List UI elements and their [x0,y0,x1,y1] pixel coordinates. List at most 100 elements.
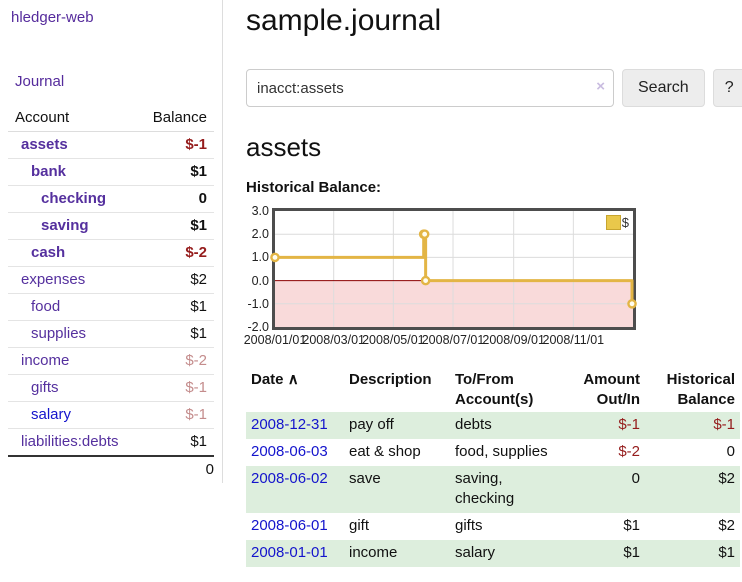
transaction-balance: $1 [718,544,735,561]
transaction-date-link[interactable]: 2008-06-02 [251,470,328,487]
y-tick-label: 1.0 [251,250,269,265]
sidebar-account-link[interactable]: salary [31,406,72,423]
search-button[interactable]: Search [622,69,705,107]
transaction-accounts: saving, checking [455,470,515,507]
help-button[interactable]: ? [712,69,742,107]
account-balance: $1 [140,158,214,186]
legend-swatch-icon [605,215,621,230]
register-header-row: Date ∧ Description To/From Account(s) Am… [246,368,740,412]
account-balance: $1 [140,212,214,240]
transaction-date-link[interactable]: 2008-12-31 [251,416,328,433]
column-header-accounts: To/From Account(s) [455,371,534,408]
transaction-amount: $-2 [618,443,640,460]
sidebar-account-link[interactable]: expenses [21,271,86,288]
transaction-description: gift [349,517,370,534]
transaction-amount: $1 [623,517,640,534]
chart-legend: $ [605,215,629,230]
register-table: Date ∧ Description To/From Account(s) Am… [246,368,740,567]
transaction-balance: 0 [726,443,735,460]
sort-asc-icon: ∧ [287,371,299,388]
account-row: saving $1 [8,212,214,240]
register-row: 2008-06-02 save saving, checking 0 $2 [246,466,740,513]
transaction-description: pay off [349,416,394,433]
account-row: supplies $1 [8,320,214,348]
transaction-date: 2008-06-01 [246,513,344,540]
account-row: cash $-2 [8,239,214,267]
accounts-header-balance: Balance [140,105,214,132]
main-content: sample.journal × Search ? assets Histori… [244,0,742,567]
account-title: assets [246,132,322,162]
chart-title: Historical Balance: [246,179,382,196]
account-balance: $-1 [140,131,214,159]
x-tick-label: 2008/03/01 [302,333,365,347]
chart-plot-area: $ [270,208,637,330]
transaction-amount: $-1 [618,416,640,433]
accounts-total-balance: 0 [140,455,214,483]
x-tick-label: 2008/09/01 [482,333,545,347]
transaction-date: 2008-06-03 [246,439,344,466]
transaction-date-link[interactable]: 2008-06-03 [251,443,328,460]
sidebar-account-link[interactable]: checking [41,190,107,207]
transaction-accounts: food, supplies [455,443,548,460]
transaction-accounts: gifts [455,517,483,534]
sidebar-account-link[interactable]: assets [21,136,68,153]
transaction-date: 2008-01-01 [246,540,344,567]
sidebar: hledger-web Journal Account Balance asse… [0,0,223,483]
register-row: 2008-12-31 pay off debts $-1 $-1 [246,412,740,439]
transaction-date: 2008-12-31 [246,412,344,439]
account-balance: $1 [140,428,214,457]
balance-chart: 3.0 2.0 1.0 0.0 -1.0 -2.0 $ 2008/01/01 2008/03… [244,204,742,352]
sidebar-account-link[interactable]: food [31,298,61,315]
transaction-amount: 0 [631,470,640,487]
account-row: gifts $-1 [8,374,214,402]
column-header-date: Date ∧ [251,371,299,388]
y-tick-label: -2.0 [247,320,269,334]
y-tick-label: 0.0 [251,273,269,288]
transaction-description: eat & shop [349,443,421,460]
account-balance: 0 [140,185,214,213]
register-row: 2008-06-01 gift gifts $1 $2 [246,513,740,540]
sidebar-item-journal[interactable]: Journal [15,73,65,90]
register-row: 2008-06-03 eat & shop food, supplies $-2 0 [246,439,740,466]
account-balance: $-2 [140,347,214,375]
account-balance: $1 [140,320,214,348]
account-row: income $-2 [8,347,214,375]
account-row: assets $-1 [8,131,214,159]
transaction-amount: $1 [623,544,640,561]
account-balance: $-1 [140,401,214,429]
account-row: food $1 [8,293,214,321]
sidebar-account-link[interactable]: saving [41,217,89,234]
sidebar-account-link[interactable]: gifts [31,379,59,396]
y-tick-label: 3.0 [251,204,269,218]
brand-link[interactable]: hledger-web [11,9,94,26]
sidebar-account-link[interactable]: cash [31,244,66,261]
legend-label: $ [621,215,629,230]
search-input[interactable] [246,69,614,107]
x-tick-label: 2008/05/01 [362,333,425,347]
register-row: 2008-01-01 income salary $1 $1 [246,540,740,567]
account-row: liabilities:debts $1 [8,428,214,457]
account-balance: $1 [140,293,214,321]
transaction-accounts: salary [455,544,496,561]
transaction-description: income [349,544,398,561]
y-tick-label: -1.0 [247,296,269,311]
account-balance: $2 [140,266,214,294]
x-tick-label: 2008/07/01 [421,333,485,347]
search-box: × [246,69,614,107]
page-title: sample.journal [246,4,442,37]
sidebar-account-link[interactable]: liabilities:debts [21,433,119,450]
transaction-date: 2008-06-02 [246,466,344,513]
y-tick-label: 2.0 [251,227,269,242]
account-balance: $-2 [140,239,214,267]
account-row: checking 0 [8,185,214,213]
transaction-accounts: debts [455,416,492,433]
sidebar-account-link[interactable]: bank [31,163,67,180]
clear-search-icon[interactable]: × [596,78,605,95]
accounts-header-account: Account [8,105,141,132]
transaction-date-link[interactable]: 2008-06-01 [251,517,328,534]
column-header-description: Description [349,371,432,388]
sidebar-account-link[interactable]: income [21,352,70,369]
sidebar-account-link[interactable]: supplies [31,325,87,342]
transaction-date-link[interactable]: 2008-01-01 [251,544,328,561]
column-header-amount: Amount Out/In [583,371,640,408]
